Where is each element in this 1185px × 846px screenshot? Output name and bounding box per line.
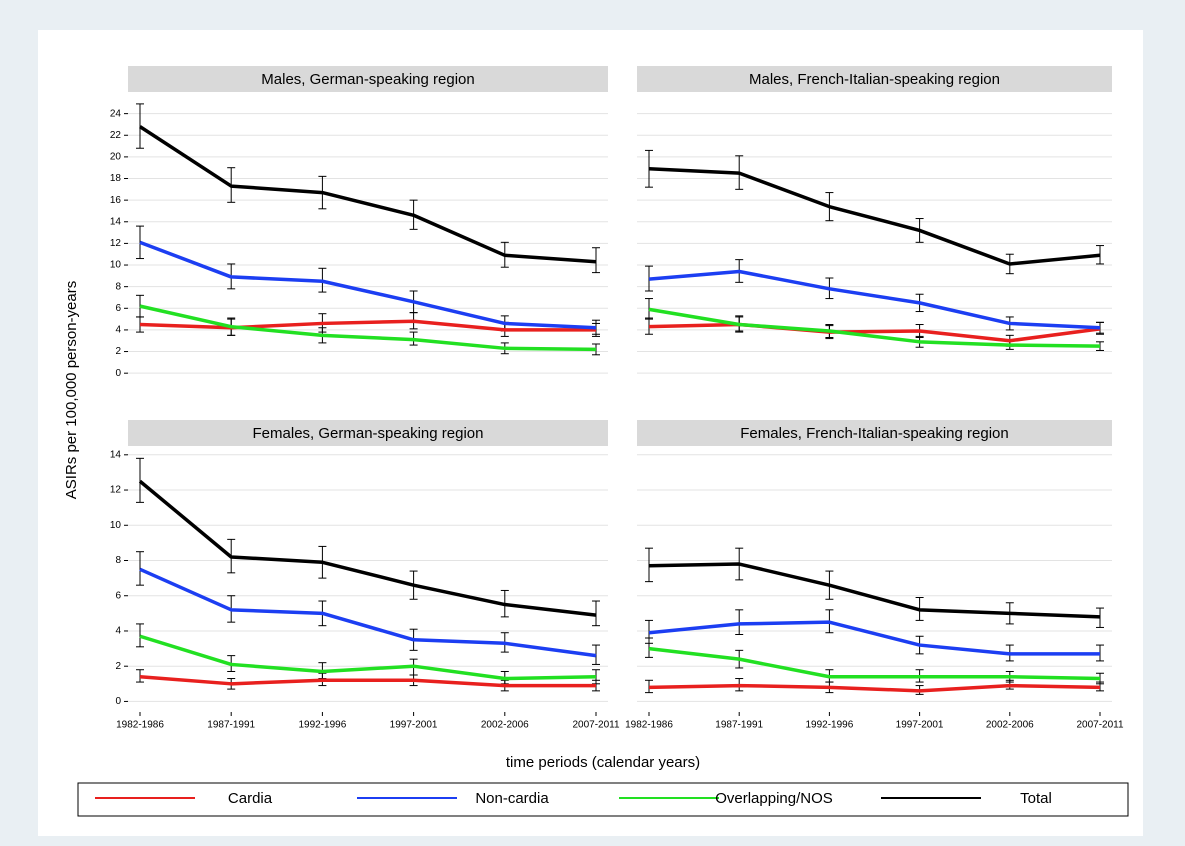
y-tick-label: 4	[115, 626, 121, 637]
y-tick-label: 2	[115, 346, 121, 357]
error-bar	[136, 457, 144, 503]
panel-header	[128, 420, 608, 446]
y-tick-label: 12	[110, 485, 122, 496]
series-line	[648, 683, 1101, 693]
y-tick-label: 18	[110, 173, 122, 184]
y-tick-label: 16	[110, 195, 122, 206]
series-line	[648, 307, 1101, 348]
panel-title: Males, French-Italian-speaking region	[749, 71, 1000, 88]
error-bar	[1096, 607, 1104, 628]
legend-label: Total	[1020, 790, 1052, 807]
y-tick-label: 2	[115, 661, 121, 672]
series-line	[138, 479, 597, 617]
series-line	[139, 125, 597, 264]
x-tick-label: 1987-1991	[715, 720, 763, 731]
y-tick-label: 0	[115, 696, 121, 707]
series-line	[648, 646, 1101, 681]
error-bar	[1096, 245, 1104, 265]
y-tick-label: 10	[110, 260, 122, 271]
series-line	[139, 240, 597, 330]
error-bar	[136, 551, 144, 586]
y-tick-label: 6	[115, 590, 121, 601]
error-bar	[136, 623, 144, 648]
panel-title: Males, German-speaking region	[261, 71, 474, 88]
legend-label: Overlapping/NOS	[715, 790, 833, 807]
series-line	[648, 167, 1101, 266]
panel-title: Females, French-Italian-speaking region	[740, 425, 1008, 442]
x-tick-label: 1982-1986	[625, 720, 673, 731]
y-tick-label: 6	[115, 303, 121, 314]
y-axis-label: ASIRs per 100,000 person-years	[63, 281, 80, 499]
series-line	[648, 562, 1101, 619]
error-bar	[735, 609, 744, 635]
series-line	[139, 567, 597, 658]
y-tick-label: 14	[110, 216, 122, 227]
x-tick-label: 2007-2011	[572, 720, 620, 731]
y-tick-label: 20	[110, 152, 122, 163]
x-tick-label: 1997-2001	[390, 720, 438, 731]
x-tick-label: 1987-1991	[207, 720, 255, 731]
error-bar	[645, 637, 653, 658]
y-tick-label: 24	[110, 108, 122, 119]
error-bar	[136, 103, 144, 149]
x-tick-label: 2002-2006	[481, 720, 529, 731]
series-line	[139, 319, 596, 332]
series-line	[139, 675, 596, 688]
y-tick-label: 4	[115, 325, 121, 336]
series-line	[648, 322, 1101, 343]
y-tick-label: 14	[110, 449, 122, 460]
y-tick-label: 12	[110, 238, 122, 249]
x-tick-label: 1992-1996	[805, 720, 853, 731]
x-tick-label: 2002-2006	[986, 720, 1034, 731]
y-tick-label: 22	[110, 130, 122, 141]
y-tick-label: 8	[115, 555, 121, 566]
panel-header	[637, 66, 1112, 92]
y-tick-label: 0	[115, 368, 121, 379]
legend-label: Non-cardia	[475, 790, 549, 807]
series-line	[139, 634, 597, 681]
y-tick-label: 10	[110, 520, 122, 531]
y-tick-label: 8	[115, 281, 121, 292]
x-tick-label: 2007-2011	[1076, 720, 1124, 731]
panel-title: Females, German-speaking region	[253, 425, 484, 442]
x-tick-label: 1982-1986	[116, 720, 164, 731]
x-axis-label: time periods (calendar years)	[506, 754, 700, 771]
error-bar	[136, 669, 144, 683]
legend-box	[77, 782, 1129, 817]
series-line	[139, 304, 597, 352]
x-tick-label: 1997-2001	[896, 720, 944, 731]
panel-header	[128, 66, 608, 92]
error-bar	[645, 298, 653, 320]
panel-header	[637, 420, 1112, 446]
series-line	[648, 269, 1101, 330]
legend-label: Cardia	[228, 790, 273, 807]
series-line	[648, 620, 1100, 656]
x-tick-label: 1992-1996	[298, 720, 346, 731]
